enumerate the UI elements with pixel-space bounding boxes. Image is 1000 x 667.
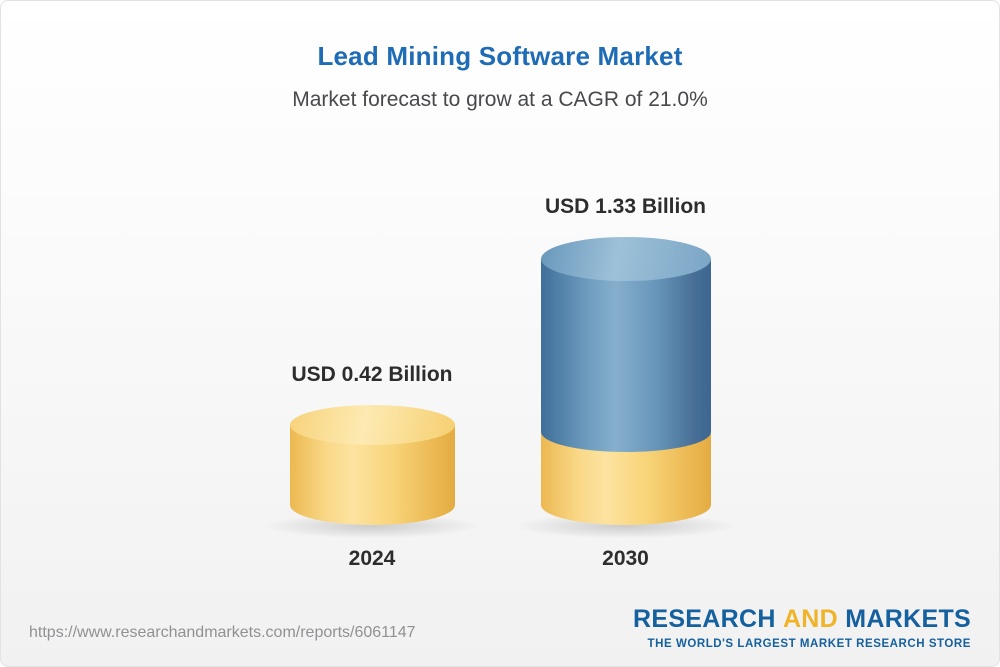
header: Lead Mining Software Market Market forec… xyxy=(1,41,999,112)
chart-area: USD 0.42 Billion 2024 USD 1.33 Billion 2… xyxy=(1,151,999,571)
cylinder-2024 xyxy=(259,405,485,539)
logo-tagline: THE WORLD'S LARGEST MARKET RESEARCH STOR… xyxy=(647,638,971,650)
year-label-2030: 2030 xyxy=(602,547,649,570)
value-label-2030: USD 1.33 Billion xyxy=(544,195,707,218)
value-label-2024: USD 0.42 Billion xyxy=(291,363,453,386)
year-label-2024: 2024 xyxy=(348,547,396,570)
cylinder-cap-2024 xyxy=(289,405,455,445)
logo-word-markets: MARKETS xyxy=(845,605,971,633)
page-subtitle: Market forecast to grow at a CAGR of 21.… xyxy=(292,88,708,111)
logo-wordmark: RESEARCH AND MARKETS xyxy=(633,605,971,634)
report-url: https://www.researchandmarkets.com/repor… xyxy=(29,624,416,641)
logo-word-and: AND xyxy=(782,605,839,633)
page-title: Lead Mining Software Market xyxy=(317,41,683,71)
logo-word-research: RESEARCH xyxy=(633,605,776,633)
cylinder-body-blue-2030 xyxy=(540,259,711,452)
bar-group-2024: USD 0.42 Billion 2024 xyxy=(259,363,485,571)
cylinder-2030 xyxy=(509,237,742,539)
cylinder-cap-2030 xyxy=(540,237,711,281)
research-and-markets-logo: RESEARCH AND MARKETS THE WORLD'S LARGEST… xyxy=(633,605,971,650)
bar-group-2030: USD 1.33 Billion 2030 xyxy=(509,195,742,571)
